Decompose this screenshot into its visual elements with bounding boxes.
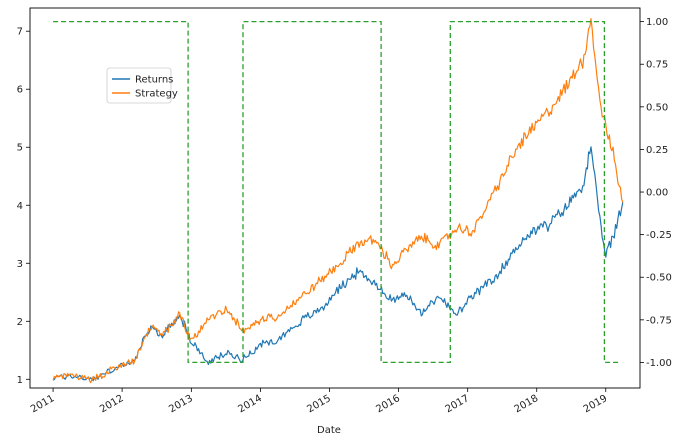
- left-axis-ticks: 1 2 3 4 5 6 7: [17, 27, 30, 386]
- x-tick-label: 2014: [236, 393, 264, 415]
- legend-label-returns: Returns: [135, 75, 173, 86]
- x-axis-label: Date: [317, 425, 341, 436]
- left-tick-label: 4: [17, 201, 23, 212]
- x-tick-label: 2013: [167, 393, 195, 415]
- left-tick-label: 1: [17, 375, 23, 386]
- x-tick-label: 2011: [29, 393, 57, 415]
- right-tick-label: 0.00: [646, 188, 668, 199]
- x-tick-label: 2017: [444, 393, 472, 415]
- legend-box: [106, 67, 172, 104]
- x-tick-label: 2015: [305, 393, 333, 415]
- right-tick-label: 0.75: [646, 60, 668, 71]
- left-tick-label: 7: [17, 27, 23, 38]
- left-tick-label: 3: [17, 259, 23, 270]
- series-line-position: [53, 20, 621, 364]
- x-tick-label: 2018: [513, 393, 541, 415]
- x-tick-label: 2019: [582, 393, 610, 415]
- plot-lines: [52, 18, 624, 384]
- right-tick-label: -1.00: [646, 358, 672, 369]
- right-tick-label: 1.00: [646, 17, 668, 28]
- left-tick-label: 5: [17, 143, 23, 154]
- left-tick-label: 6: [17, 85, 23, 96]
- x-tick-label: 2016: [374, 393, 402, 415]
- right-tick-label: 0.50: [646, 102, 668, 113]
- x-axis-ticks: 2011 2012 2013 2014 2015 2016 2017 2018 2019: [29, 388, 609, 415]
- right-tick-label: -0.75: [646, 315, 672, 326]
- series-line-strategy: [52, 18, 624, 384]
- left-tick-label: 2: [17, 317, 23, 328]
- right-tick-label: 0.25: [646, 145, 668, 156]
- right-axis-ticks: -1.00 -0.75 -0.50 -0.25 0.00 0.25 0.50 0.75 1.00: [640, 17, 672, 369]
- plot-frame: [29, 7, 641, 389]
- legend-label-strategy: Strategy: [135, 89, 178, 100]
- right-tick-label: -0.25: [646, 230, 672, 241]
- series-line-returns: [52, 146, 624, 382]
- right-tick-label: -0.50: [646, 273, 672, 284]
- x-tick-label: 2012: [98, 393, 126, 415]
- legend: Returns Strategy: [106, 67, 178, 104]
